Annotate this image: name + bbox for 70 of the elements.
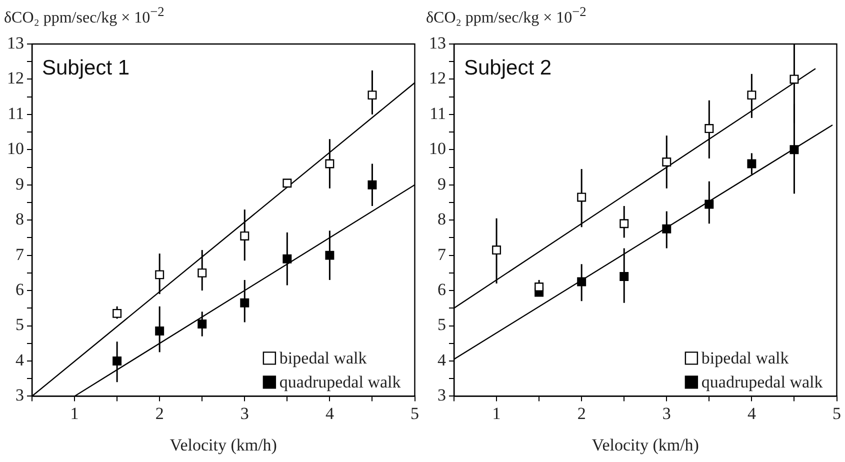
point	[577, 277, 586, 286]
point	[198, 320, 207, 328]
point	[704, 124, 714, 134]
x-tick-label: 1	[70, 404, 79, 423]
y-axis-title: δCO₂ ppm/sec/kg × 10$^{−2}$	[4, 4, 164, 28]
point	[662, 224, 672, 234]
point	[747, 159, 756, 168]
y-tick-label: 12	[7, 68, 24, 88]
y-tick-label: 3	[438, 386, 446, 405]
point	[704, 200, 714, 209]
x-tick-label: 3	[662, 404, 671, 423]
point	[282, 178, 292, 188]
y-tick-label: 7	[438, 244, 446, 264]
point	[620, 219, 629, 228]
y-tick-label: 11	[430, 104, 446, 123]
y-tick-label: 10	[429, 139, 446, 158]
y-tick-label: 6	[16, 280, 24, 300]
x-tick-label: 4	[325, 404, 334, 423]
y-tick-label: 11	[8, 104, 24, 123]
legend-label: quadrupedal walk	[279, 372, 402, 392]
y-tick-label: 5	[16, 315, 24, 334]
point	[282, 254, 292, 264]
x-tick-label: 5	[410, 404, 419, 423]
legend-label: quadrupedal walk	[701, 372, 824, 392]
point	[747, 90, 756, 100]
point	[240, 231, 250, 240]
x-tick-label: 2	[577, 404, 586, 423]
point	[534, 282, 544, 292]
point	[155, 270, 164, 280]
point	[368, 180, 377, 190]
text: Subject 1	[42, 56, 130, 80]
y-tick-label: 13	[7, 33, 24, 52]
legend-label: bipedal walk	[279, 348, 368, 368]
point	[155, 326, 164, 336]
point	[325, 159, 334, 168]
point	[325, 250, 334, 260]
y-tick-label: 4	[16, 350, 24, 370]
y-tick-label: 8	[438, 210, 446, 229]
x-tick-label: 1	[492, 404, 501, 423]
x-axis-title: Velocity (km/h)	[592, 435, 699, 454]
legend-label: bipedal walk	[701, 348, 790, 368]
point	[790, 145, 799, 154]
y-tick-label: 4	[438, 350, 446, 370]
point	[492, 246, 502, 255]
x-tick-label: 2	[155, 404, 164, 423]
point	[577, 192, 586, 202]
x-tick-label: 5	[832, 404, 841, 423]
point	[368, 90, 377, 100]
point	[620, 272, 629, 281]
y-tick-label: 9	[16, 174, 24, 194]
point	[790, 74, 799, 84]
point	[112, 356, 122, 366]
y-tick-label: 13	[429, 33, 446, 52]
y-axis-title: δCO₂ ppm/sec/kg × 10$^{−2}$	[426, 4, 586, 28]
y-tick-label: 12	[429, 68, 446, 88]
y-tick-label: 8	[16, 210, 24, 229]
x-tick-label: 3	[240, 404, 249, 423]
x-axis-title: Velocity (km/h)	[170, 435, 277, 454]
point	[198, 268, 207, 278]
y-tick-label: 10	[7, 139, 24, 158]
y-tick-label: 9	[438, 174, 446, 194]
y-tick-label: 5	[438, 315, 446, 334]
y-tick-label: 6	[438, 280, 446, 300]
text: Subject 2	[464, 56, 552, 80]
point	[112, 308, 122, 318]
point	[240, 298, 250, 308]
y-tick-label: 7	[16, 244, 24, 264]
y-tick-label: 3	[16, 386, 24, 405]
x-tick-label: 4	[747, 404, 756, 423]
point	[662, 158, 672, 166]
